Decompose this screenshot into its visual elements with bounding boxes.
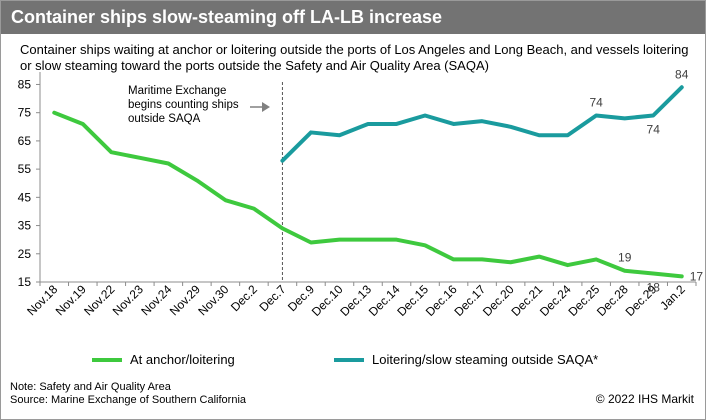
- legend-swatch-anchor: [92, 357, 122, 362]
- series-line-0: [52, 110, 684, 279]
- annotation-text: begins counting ships: [128, 99, 239, 111]
- data-label: 74: [647, 123, 661, 137]
- x-tick-label: Dec.13: [337, 282, 374, 319]
- data-label: 18: [647, 281, 661, 295]
- title-bar: Container ships slow-steaming off LA-LB …: [1, 1, 705, 34]
- y-tick-label: 85: [18, 77, 32, 91]
- chart-title: Container ships slow-steaming off LA-LB …: [11, 7, 443, 27]
- data-label: 17: [690, 269, 704, 283]
- x-tick-label: Dec.10: [309, 282, 346, 319]
- x-tick-label: Nov.29: [167, 282, 203, 318]
- y-tick-label: 65: [18, 134, 32, 148]
- legend-swatch-saqa: [334, 357, 364, 362]
- x-tick-label: Nov.30: [195, 282, 231, 318]
- y-tick-label: 55: [18, 162, 32, 176]
- chart-subtitle: Container ships waiting at anchor or loi…: [20, 42, 689, 73]
- copyright: © 2022 IHS Markit: [595, 392, 694, 406]
- legend-item-anchor: At anchor/loitering: [92, 352, 235, 367]
- y-tick-label: 75: [18, 106, 32, 120]
- x-tick-label: Dec.25: [566, 282, 603, 319]
- x-tick-label: Dec.20: [480, 282, 517, 319]
- x-tick-label: Dec.16: [423, 282, 460, 319]
- x-tick-label: Nov.19: [53, 282, 89, 318]
- annotation-text: outside SAQA: [128, 113, 201, 125]
- x-tick-label: Jan.2: [657, 282, 688, 313]
- data-label: 84: [675, 67, 689, 81]
- y-tick-label: 25: [18, 247, 32, 261]
- annotation-text: Maritime Exchange: [128, 85, 226, 97]
- y-tick-label: 35: [18, 219, 32, 233]
- x-tick-label: Nov.24: [138, 282, 174, 318]
- annotation-arrow-head: [262, 102, 270, 112]
- legend-item-saqa: Loitering/slow steaming outside SAQA*: [334, 352, 598, 367]
- x-tick-label: Dec.24: [537, 282, 574, 319]
- x-tick-label: Dec.15: [394, 282, 431, 319]
- data-label: 74: [589, 96, 603, 110]
- data-label: 19: [618, 251, 632, 265]
- legend-label-saqa: Loitering/slow steaming outside SAQA*: [372, 352, 599, 367]
- x-tick-label: Nov.22: [81, 282, 117, 318]
- y-tick-label: 15: [18, 275, 32, 289]
- source-note: Source: Marine Exchange of Southern Cali…: [10, 394, 247, 406]
- y-tick-label: 45: [18, 190, 32, 204]
- x-tick-label: Dec.2: [228, 282, 260, 314]
- x-tick-label: Dec.7: [256, 282, 288, 314]
- legend-label-anchor: At anchor/loitering: [130, 352, 235, 367]
- footnote: Note: Safety and Air Quality Area: [10, 381, 171, 393]
- x-tick-label: Nov.23: [110, 282, 146, 318]
- series-line-1: [280, 85, 684, 163]
